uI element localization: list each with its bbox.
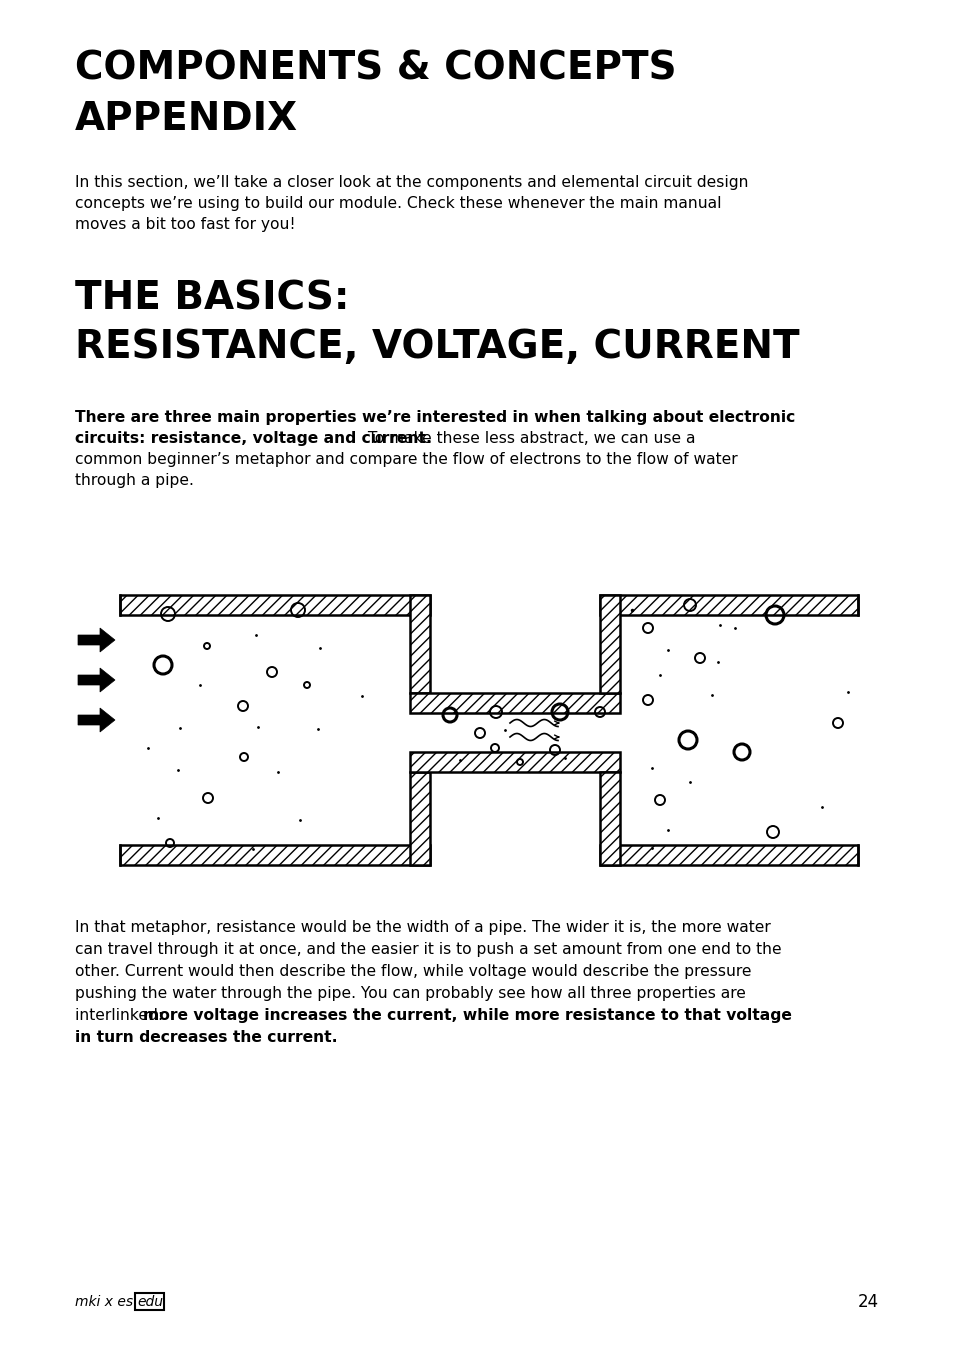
Text: 24: 24 [857, 1293, 878, 1311]
Text: In that metaphor, resistance would be the width of a pipe. The wider it is, the : In that metaphor, resistance would be th… [75, 919, 770, 936]
Bar [599, 772, 619, 865]
Bar [410, 693, 619, 713]
Text: APPENDIX: APPENDIX [75, 100, 297, 138]
Text: circuits: resistance, voltage and current.: circuits: resistance, voltage and curren… [75, 431, 432, 446]
Text: COMPONENTS & CONCEPTS: COMPONENTS & CONCEPTS [75, 50, 676, 88]
Bar [120, 845, 430, 865]
Polygon shape [78, 707, 115, 732]
Text: other. Current would then describe the flow, while voltage would describe the pr: other. Current would then describe the f… [75, 964, 751, 979]
Text: edu: edu [137, 1295, 163, 1309]
Bar [410, 752, 619, 772]
Text: through a pipe.: through a pipe. [75, 472, 193, 487]
Text: RESISTANCE, VOLTAGE, CURRENT: RESISTANCE, VOLTAGE, CURRENT [75, 328, 799, 366]
Bar [410, 772, 430, 865]
Bar [599, 845, 857, 865]
Bar [135, 1293, 164, 1310]
Polygon shape [78, 668, 115, 693]
Text: can travel through it at once, and the easier it is to push a set amount from on: can travel through it at once, and the e… [75, 942, 781, 957]
Bar [410, 595, 430, 693]
Text: There are three main properties we’re interested in when talking about electroni: There are three main properties we’re in… [75, 410, 795, 425]
Bar [599, 595, 619, 693]
Text: in turn decreases the current.: in turn decreases the current. [75, 1030, 337, 1045]
Text: common beginner’s metaphor and compare the flow of electrons to the flow of wate: common beginner’s metaphor and compare t… [75, 452, 737, 467]
Bar [599, 595, 857, 616]
Text: In this section, we’ll take a closer look at the components and elemental circui: In this section, we’ll take a closer loo… [75, 176, 748, 190]
Text: more voltage increases the current, while more resistance to that voltage: more voltage increases the current, whil… [143, 1008, 791, 1023]
Text: To make these less abstract, we can use a: To make these less abstract, we can use … [363, 431, 695, 446]
Text: moves a bit too fast for you!: moves a bit too fast for you! [75, 217, 295, 232]
Text: concepts we’re using to build our module. Check these whenever the main manual: concepts we’re using to build our module… [75, 196, 720, 211]
Text: pushing the water through the pipe. You can probably see how all three propertie: pushing the water through the pipe. You … [75, 986, 745, 1000]
Text: interlinked:: interlinked: [75, 1008, 168, 1023]
Text: mki x es: mki x es [75, 1295, 133, 1309]
Bar [120, 595, 430, 616]
Polygon shape [78, 628, 115, 652]
Text: THE BASICS:: THE BASICS: [75, 279, 349, 319]
